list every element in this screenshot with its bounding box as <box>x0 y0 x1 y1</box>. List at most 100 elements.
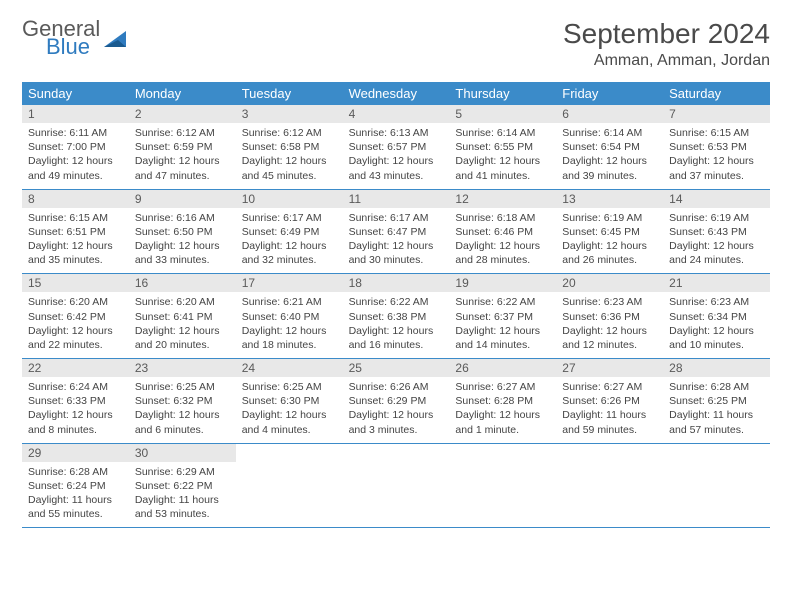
sunset-line: Sunset: 6:25 PM <box>669 394 764 408</box>
daylight-line-1: Daylight: 12 hours <box>669 239 764 253</box>
daylight-line-2: and 6 minutes. <box>135 423 230 437</box>
daylight-line-2: and 8 minutes. <box>28 423 123 437</box>
daylight-line-2: and 53 minutes. <box>135 507 230 521</box>
day-number: 7 <box>663 105 770 123</box>
day-content: Sunrise: 6:23 AMSunset: 6:34 PMDaylight:… <box>663 292 770 358</box>
day-number: 17 <box>236 274 343 292</box>
day-content: Sunrise: 6:20 AMSunset: 6:42 PMDaylight:… <box>22 292 129 358</box>
sunset-line: Sunset: 6:40 PM <box>242 310 337 324</box>
day-content: Sunrise: 6:23 AMSunset: 6:36 PMDaylight:… <box>556 292 663 358</box>
day-number: 3 <box>236 105 343 123</box>
day-cell: 23Sunrise: 6:25 AMSunset: 6:32 PMDayligh… <box>129 359 236 443</box>
logo-text: General Blue <box>22 18 100 58</box>
daylight-line-2: and 28 minutes. <box>455 253 550 267</box>
daylight-line-1: Daylight: 12 hours <box>28 408 123 422</box>
day-cell: 13Sunrise: 6:19 AMSunset: 6:45 PMDayligh… <box>556 190 663 274</box>
day-number: 13 <box>556 190 663 208</box>
day-number: 20 <box>556 274 663 292</box>
week-row: 29Sunrise: 6:28 AMSunset: 6:24 PMDayligh… <box>22 444 770 529</box>
sunset-line: Sunset: 6:50 PM <box>135 225 230 239</box>
daylight-line-2: and 26 minutes. <box>562 253 657 267</box>
day-content: Sunrise: 6:22 AMSunset: 6:38 PMDaylight:… <box>343 292 450 358</box>
sunrise-line: Sunrise: 6:22 AM <box>349 295 444 309</box>
daylight-line-1: Daylight: 12 hours <box>242 408 337 422</box>
location: Amman, Amman, Jordan <box>563 52 770 70</box>
logo: General Blue <box>22 18 130 58</box>
day-cell-empty <box>556 444 663 528</box>
week-row: 1Sunrise: 6:11 AMSunset: 7:00 PMDaylight… <box>22 105 770 190</box>
day-header: Friday <box>556 82 663 105</box>
sunrise-line: Sunrise: 6:24 AM <box>28 380 123 394</box>
day-number: 12 <box>449 190 556 208</box>
day-cell: 1Sunrise: 6:11 AMSunset: 7:00 PMDaylight… <box>22 105 129 189</box>
sunset-line: Sunset: 6:29 PM <box>349 394 444 408</box>
logo-triangle-icon <box>104 29 130 49</box>
sunset-line: Sunset: 6:24 PM <box>28 479 123 493</box>
daylight-line-1: Daylight: 12 hours <box>669 154 764 168</box>
daylight-line-2: and 4 minutes. <box>242 423 337 437</box>
day-number: 23 <box>129 359 236 377</box>
day-content: Sunrise: 6:14 AMSunset: 6:55 PMDaylight:… <box>449 123 556 189</box>
week-row: 22Sunrise: 6:24 AMSunset: 6:33 PMDayligh… <box>22 359 770 444</box>
daylight-line-1: Daylight: 12 hours <box>28 239 123 253</box>
day-number: 30 <box>129 444 236 462</box>
day-cell: 7Sunrise: 6:15 AMSunset: 6:53 PMDaylight… <box>663 105 770 189</box>
day-cell: 4Sunrise: 6:13 AMSunset: 6:57 PMDaylight… <box>343 105 450 189</box>
sunset-line: Sunset: 6:53 PM <box>669 140 764 154</box>
day-content: Sunrise: 6:14 AMSunset: 6:54 PMDaylight:… <box>556 123 663 189</box>
daylight-line-1: Daylight: 12 hours <box>242 154 337 168</box>
day-cell: 16Sunrise: 6:20 AMSunset: 6:41 PMDayligh… <box>129 274 236 358</box>
sunset-line: Sunset: 6:51 PM <box>28 225 123 239</box>
daylight-line-2: and 39 minutes. <box>562 169 657 183</box>
day-number: 29 <box>22 444 129 462</box>
day-cell: 26Sunrise: 6:27 AMSunset: 6:28 PMDayligh… <box>449 359 556 443</box>
day-cell: 21Sunrise: 6:23 AMSunset: 6:34 PMDayligh… <box>663 274 770 358</box>
sunset-line: Sunset: 6:22 PM <box>135 479 230 493</box>
sunrise-line: Sunrise: 6:21 AM <box>242 295 337 309</box>
day-content: Sunrise: 6:11 AMSunset: 7:00 PMDaylight:… <box>22 123 129 189</box>
daylight-line-2: and 41 minutes. <box>455 169 550 183</box>
daylight-line-1: Daylight: 12 hours <box>455 324 550 338</box>
day-content: Sunrise: 6:16 AMSunset: 6:50 PMDaylight:… <box>129 208 236 274</box>
sunrise-line: Sunrise: 6:14 AM <box>562 126 657 140</box>
sunset-line: Sunset: 6:57 PM <box>349 140 444 154</box>
day-cell: 9Sunrise: 6:16 AMSunset: 6:50 PMDaylight… <box>129 190 236 274</box>
day-number: 9 <box>129 190 236 208</box>
day-cell: 2Sunrise: 6:12 AMSunset: 6:59 PMDaylight… <box>129 105 236 189</box>
day-cell: 24Sunrise: 6:25 AMSunset: 6:30 PMDayligh… <box>236 359 343 443</box>
sunset-line: Sunset: 6:55 PM <box>455 140 550 154</box>
day-number: 2 <box>129 105 236 123</box>
daylight-line-1: Daylight: 12 hours <box>455 408 550 422</box>
sunset-line: Sunset: 6:36 PM <box>562 310 657 324</box>
day-cell: 20Sunrise: 6:23 AMSunset: 6:36 PMDayligh… <box>556 274 663 358</box>
day-cell: 8Sunrise: 6:15 AMSunset: 6:51 PMDaylight… <box>22 190 129 274</box>
sunset-line: Sunset: 6:30 PM <box>242 394 337 408</box>
day-cell: 17Sunrise: 6:21 AMSunset: 6:40 PMDayligh… <box>236 274 343 358</box>
day-number: 5 <box>449 105 556 123</box>
day-number: 6 <box>556 105 663 123</box>
daylight-line-2: and 59 minutes. <box>562 423 657 437</box>
day-content: Sunrise: 6:25 AMSunset: 6:30 PMDaylight:… <box>236 377 343 443</box>
day-header: Sunday <box>22 82 129 105</box>
day-content: Sunrise: 6:25 AMSunset: 6:32 PMDaylight:… <box>129 377 236 443</box>
daylight-line-1: Daylight: 11 hours <box>669 408 764 422</box>
daylight-line-2: and 49 minutes. <box>28 169 123 183</box>
daylight-line-2: and 43 minutes. <box>349 169 444 183</box>
daylight-line-1: Daylight: 12 hours <box>349 239 444 253</box>
day-content: Sunrise: 6:15 AMSunset: 6:53 PMDaylight:… <box>663 123 770 189</box>
day-number: 8 <box>22 190 129 208</box>
day-cell: 5Sunrise: 6:14 AMSunset: 6:55 PMDaylight… <box>449 105 556 189</box>
day-header: Saturday <box>663 82 770 105</box>
title-block: September 2024 Amman, Amman, Jordan <box>563 18 770 70</box>
calendar: SundayMondayTuesdayWednesdayThursdayFrid… <box>22 82 770 528</box>
sunrise-line: Sunrise: 6:25 AM <box>135 380 230 394</box>
day-number: 21 <box>663 274 770 292</box>
sunrise-line: Sunrise: 6:11 AM <box>28 126 123 140</box>
sunrise-line: Sunrise: 6:16 AM <box>135 211 230 225</box>
day-content: Sunrise: 6:28 AMSunset: 6:24 PMDaylight:… <box>22 462 129 528</box>
sunrise-line: Sunrise: 6:19 AM <box>562 211 657 225</box>
daylight-line-2: and 57 minutes. <box>669 423 764 437</box>
day-content: Sunrise: 6:19 AMSunset: 6:45 PMDaylight:… <box>556 208 663 274</box>
sunrise-line: Sunrise: 6:19 AM <box>669 211 764 225</box>
daylight-line-2: and 47 minutes. <box>135 169 230 183</box>
